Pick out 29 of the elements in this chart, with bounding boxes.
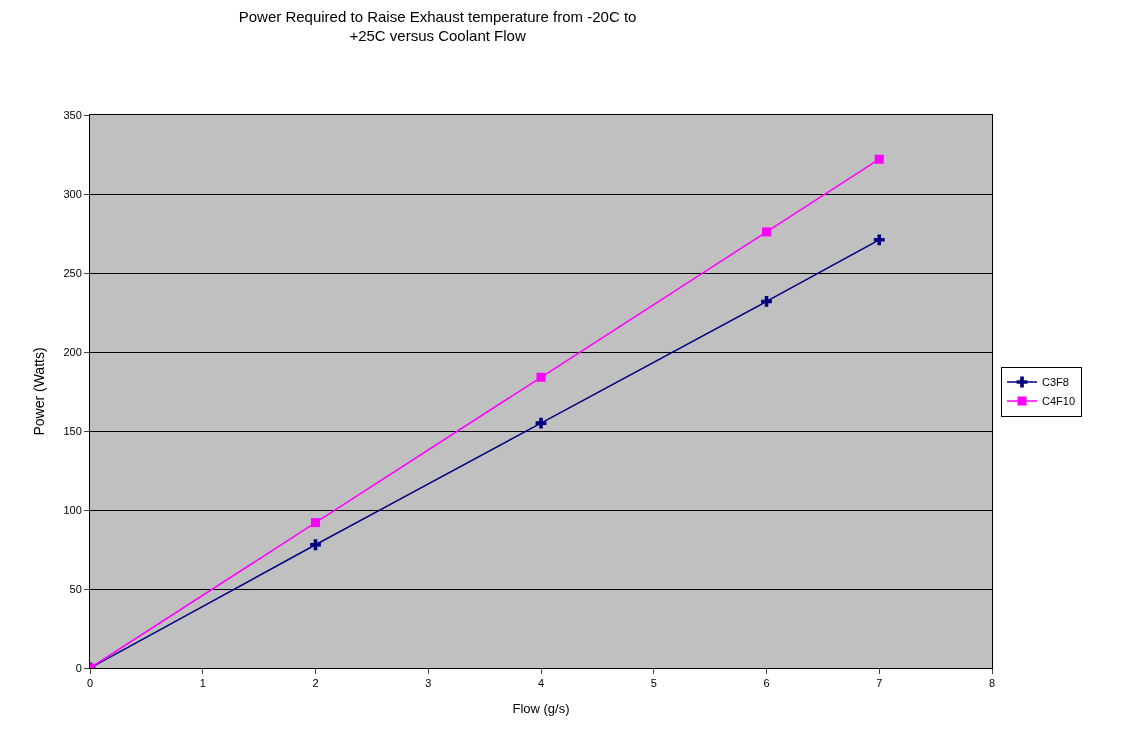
y-axis-title: Power (Watts) (31, 347, 48, 436)
y-tick-label: 200 (63, 345, 82, 358)
x-tick-label: 4 (537, 677, 545, 690)
point (762, 227, 771, 237)
x-axis-title: Flow (g/s) (512, 700, 570, 716)
chart-title: Power Required to Raise Exhaust temperature from -20C to +25C versus Coolant Flow (238, 7, 637, 45)
point (873, 234, 885, 246)
x-tick-label: 0 (86, 677, 94, 690)
x-tick-label: 5 (650, 677, 657, 690)
point (311, 518, 320, 528)
y-tick-label: 350 (63, 108, 82, 121)
y-tick-label: 300 (63, 187, 82, 200)
x-tick-label: 1 (199, 677, 206, 690)
x-tick-label: 8 (988, 677, 996, 690)
y-tick-label: 250 (63, 266, 82, 279)
legend-label: C4F10 (1042, 395, 1076, 408)
x-tick-label: 6 (763, 677, 770, 690)
x-tick-label: 2 (312, 677, 319, 690)
point (310, 539, 321, 551)
x-tick-label: 3 (425, 677, 432, 690)
y-tick-label: 50 (69, 582, 82, 595)
legend-label: C3F8 (1042, 376, 1069, 389)
y-tick-label: 0 (75, 661, 82, 674)
x-tick-label: 7 (876, 677, 883, 690)
point (874, 154, 884, 164)
point (536, 372, 546, 382)
point (535, 417, 547, 429)
y-tick-label: 150 (63, 424, 82, 437)
y-tick-label: 100 (63, 503, 82, 516)
